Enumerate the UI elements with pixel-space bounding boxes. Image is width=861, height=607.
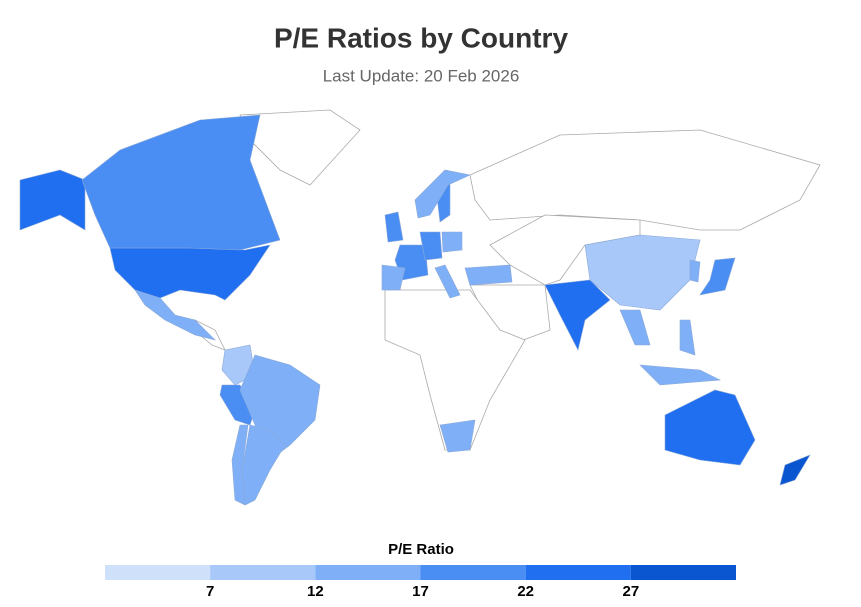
- country: [544, 279, 611, 351]
- legend: 7 12 17 22 27: [105, 565, 736, 600]
- country: [689, 259, 701, 283]
- country: [109, 244, 271, 301]
- country: [384, 211, 404, 243]
- legend-swatch: [315, 565, 421, 580]
- legend-swatch: [210, 565, 316, 580]
- legend-swatch: [105, 565, 211, 580]
- country: [434, 264, 461, 299]
- country: [584, 234, 701, 311]
- regions: [19, 114, 811, 506]
- country: [619, 309, 651, 346]
- country: [134, 289, 216, 341]
- country: [414, 169, 471, 219]
- legend-tick-label: 7: [206, 583, 214, 600]
- legend-tick-label: 22: [517, 583, 534, 600]
- country: [81, 114, 281, 251]
- country: [231, 424, 249, 506]
- country: [664, 389, 756, 466]
- country: [779, 454, 811, 486]
- country: [19, 169, 86, 231]
- legend-title: P/E Ratio: [388, 541, 454, 558]
- country: [699, 257, 736, 296]
- country: [679, 319, 696, 356]
- country: [441, 231, 463, 253]
- country: [439, 419, 476, 453]
- legend-swatch: [630, 565, 736, 580]
- country: [464, 264, 513, 286]
- legend-swatch: [420, 565, 526, 580]
- chart-title: P/E Ratios by Country: [274, 22, 568, 53]
- chart-subtitle: Last Update: 20 Feb 2026: [323, 66, 520, 85]
- base-land: [194, 109, 821, 451]
- landmass: [489, 214, 641, 286]
- legend-tick-label: 27: [622, 583, 639, 600]
- country: [639, 364, 722, 386]
- legend-tick-label: 17: [412, 583, 429, 600]
- legend-swatch: [525, 565, 631, 580]
- landmass: [469, 129, 821, 231]
- legend-tick-label: 12: [307, 583, 324, 600]
- country: [381, 264, 406, 291]
- country: [419, 231, 443, 261]
